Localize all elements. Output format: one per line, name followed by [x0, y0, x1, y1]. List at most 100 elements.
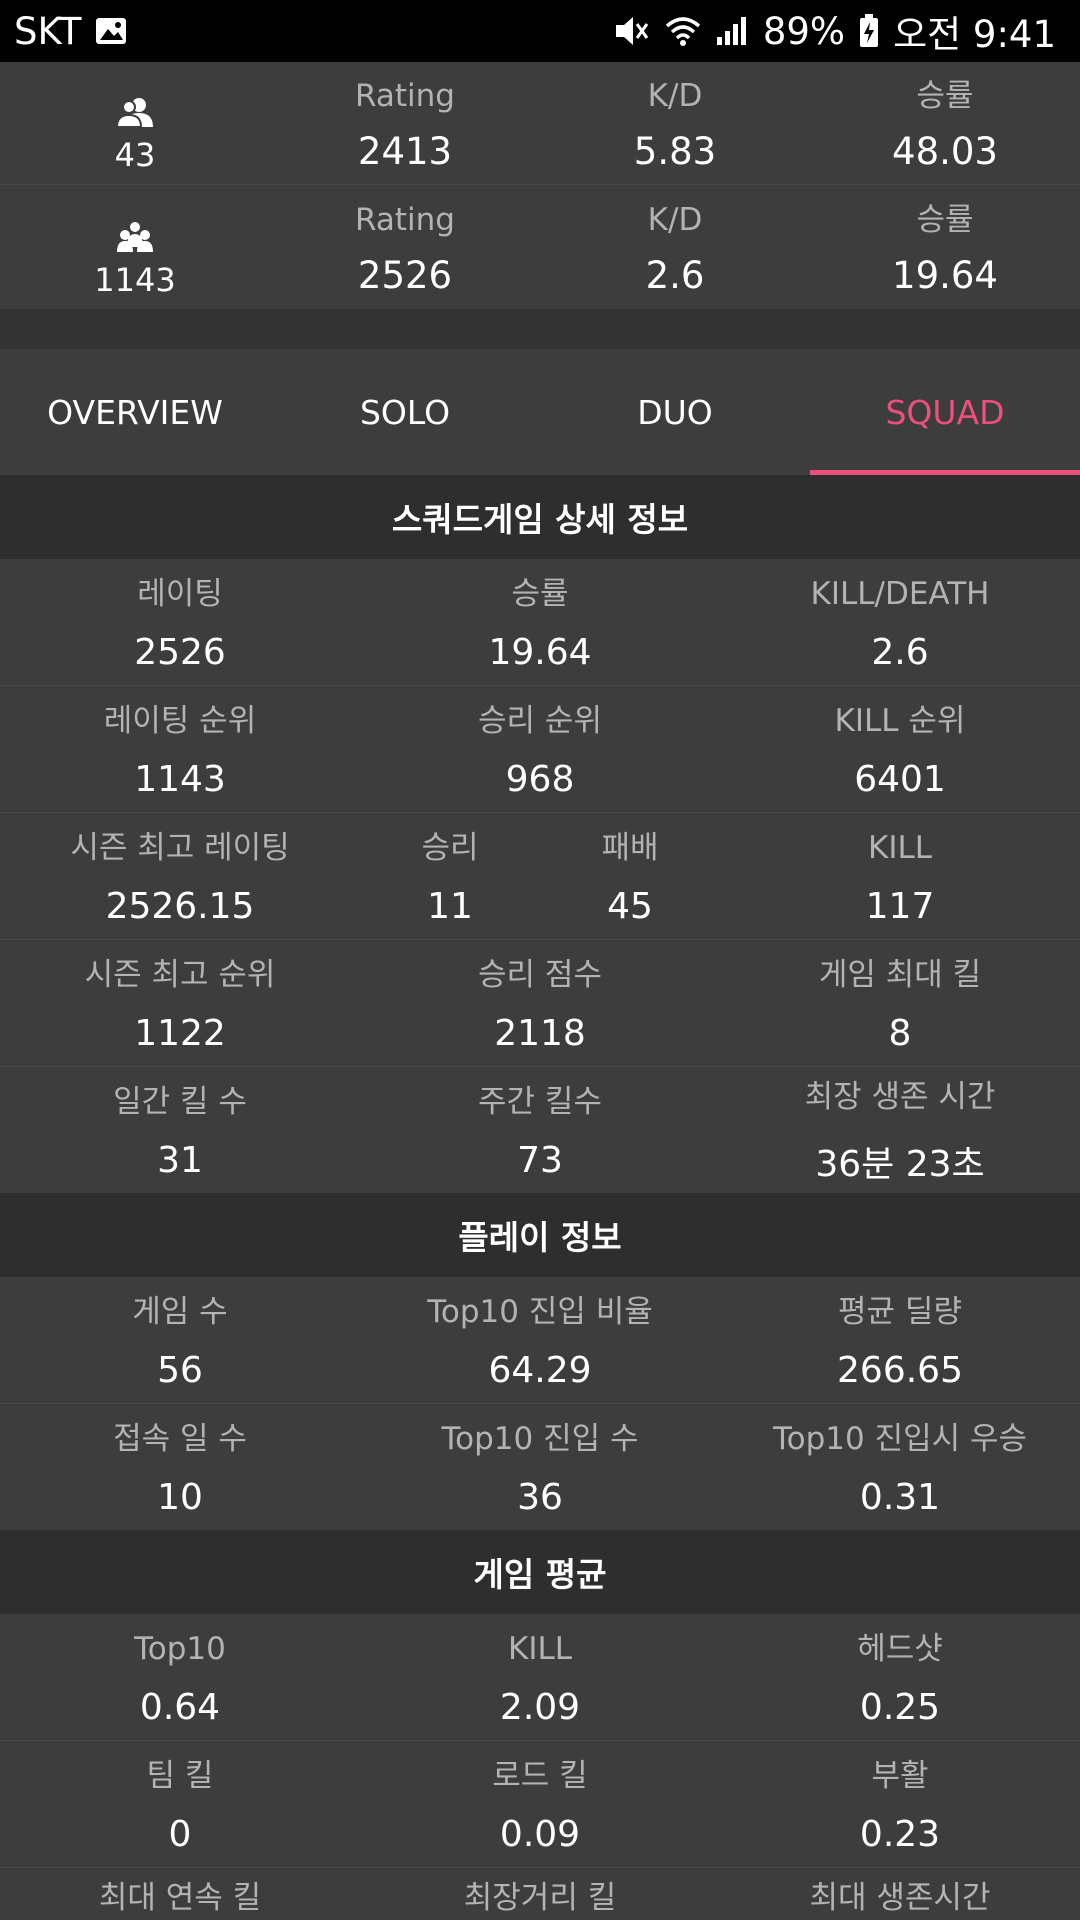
stat-season-best-rating: 시즌 최고 레이팅 2526.15: [0, 813, 360, 939]
stat-value: 45: [607, 885, 653, 927]
stat-label: 승리: [421, 829, 479, 866]
stat-value: 36: [517, 1477, 563, 1518]
stat-label: 최장 생존 시간: [804, 1078, 996, 1115]
stat-label: 일간 킬 수: [113, 1084, 247, 1120]
stat-season-best-rank: 시즌 최고 순위 1122: [0, 940, 360, 1066]
summary-row-squad: 1143 Rating 2526 K/D 2.6 승률 19.64: [0, 185, 1080, 309]
tab-overview[interactable]: OVERVIEW: [47, 392, 223, 432]
stat-avg-kill: KILL 2.09: [360, 1614, 720, 1740]
stat-value: 1122: [134, 1012, 226, 1054]
stat-label: Top10 진입 비율: [427, 1293, 653, 1330]
winrate-cell: 승률 48.03: [810, 62, 1080, 184]
stat-value: 73: [517, 1140, 563, 1181]
stat-avg-revive: 부활 0.23: [720, 1741, 1080, 1867]
kd-label: K/D: [647, 201, 703, 238]
stat-winrate: 승률 19.64: [360, 559, 720, 685]
carrier-label: SKT: [14, 9, 82, 53]
winrate-label: 승률: [916, 201, 974, 238]
stats-row: 레이팅 2526 승률 19.64 KILL/DEATH 2.6: [0, 559, 1080, 686]
squad-icon: [117, 221, 153, 257]
stat-value: 0.25: [859, 1686, 941, 1728]
stat-value: 11: [427, 885, 473, 927]
rating-label: Rating: [355, 201, 455, 238]
rating-label: Rating: [355, 77, 455, 114]
stat-kills: KILL 117: [720, 813, 1080, 939]
stat-value: 2.6: [871, 631, 929, 673]
stat-label: 게임 최대 킬: [818, 956, 982, 993]
wifi-icon: [665, 14, 701, 48]
mute-icon: [613, 13, 651, 49]
battery-charging-icon: [859, 14, 879, 48]
stat-label: KILL 순위: [834, 702, 966, 739]
rating-value: 2526: [357, 253, 453, 297]
stat-kill-rank: KILL 순위 6401: [720, 686, 1080, 812]
stat-label: KILL: [507, 1630, 572, 1667]
rank-number: 43: [114, 136, 156, 174]
stat-label: Top10 진입 수: [441, 1421, 639, 1457]
clock: 오전 9:41: [893, 13, 1056, 56]
stat-label: 주간 킬수: [478, 1084, 602, 1120]
stat-value: 0: [168, 1813, 192, 1855]
stat-label: 접속 일 수: [113, 1421, 247, 1457]
stat-value: 10: [157, 1477, 203, 1518]
stat-label: 시즌 최고 레이팅: [70, 829, 290, 866]
divider-band: [0, 309, 1080, 349]
tab-squad[interactable]: SQUAD: [810, 349, 1080, 475]
stat-longest-survival: 최장 생존 시간 36분 23초: [720, 1067, 1080, 1194]
stat-value: 64.29: [488, 1349, 592, 1391]
stat-value: 968: [505, 758, 575, 800]
tab-solo[interactable]: SOLO: [359, 392, 451, 432]
stat-label: 승리 순위: [478, 702, 602, 739]
stat-losses: 패배 45: [540, 826, 720, 927]
stats-row: 접속 일 수 10 Top10 진입 수 36 Top10 진입시 우승 0.3…: [0, 1404, 1080, 1531]
stat-avg-top10: Top10 0.64: [0, 1614, 360, 1740]
stat-win-rank: 승리 순위 968: [360, 686, 720, 812]
rank-cell: 43: [0, 62, 270, 184]
stat-label: 팀 킬: [146, 1757, 214, 1794]
stat-value: 0.09: [499, 1813, 581, 1855]
stat-label: 로드 킬: [492, 1757, 588, 1794]
stat-value: 0.23: [859, 1813, 941, 1855]
section-header-detail: 스쿼드게임 상세 정보: [0, 475, 1080, 559]
stat-value: 6401: [854, 758, 946, 800]
stat-label: 패배: [601, 829, 659, 866]
stat-label: 최대 생존시간: [809, 1880, 991, 1916]
stat-label: 레이팅: [137, 575, 223, 612]
stat-label: 시즌 최고 순위: [84, 956, 276, 993]
stat-label: 최장거리 킬: [463, 1880, 617, 1916]
section-header-average: 게임 평균: [0, 1530, 1080, 1614]
stat-longest-kill: 최장거리 킬: [360, 1868, 720, 1920]
rank-summary: 43 Rating 2413 K/D 5.83 승률 48.03 1143 Ra…: [0, 62, 1080, 309]
stats-row: 시즌 최고 순위 1122 승리 점수 2118 게임 최대 킬 8: [0, 940, 1080, 1067]
stat-max-kills: 게임 최대 킬 8: [720, 940, 1080, 1066]
stat-top10-ratio: Top10 진입 비율 64.29: [360, 1277, 720, 1403]
stats-row: Top10 0.64 KILL 2.09 헤드샷 0.25: [0, 1614, 1080, 1741]
stats-row: 일간 킬 수 31 주간 킬수 73 최장 생존 시간 36분 23초: [0, 1067, 1080, 1194]
stat-value: 117: [865, 885, 935, 927]
stat-value: 31: [157, 1140, 203, 1181]
tab-duo[interactable]: DUO: [637, 392, 713, 432]
stats-row: 시즌 최고 레이팅 2526.15 승리 11 패배 45 KILL 117: [0, 813, 1080, 940]
stat-avg-road-kill: 로드 킬 0.09: [360, 1741, 720, 1867]
stat-kd: KILL/DEATH 2.6: [720, 559, 1080, 685]
rating-value: 2413: [357, 129, 453, 173]
stat-label: 승리 점수: [478, 956, 602, 993]
stat-avg-damage: 평균 딜량 266.65: [720, 1277, 1080, 1403]
stat-label: 평균 딜량: [838, 1293, 962, 1330]
winrate-value: 48.03: [892, 129, 998, 173]
summary-row-duo: 43 Rating 2413 K/D 5.83 승률 48.03: [0, 62, 1080, 185]
section-header-play: 플레이 정보: [0, 1193, 1080, 1277]
stat-weekly-kills: 주간 킬수 73: [360, 1067, 720, 1194]
stat-days: 접속 일 수 10: [0, 1404, 360, 1531]
image-icon: [95, 17, 127, 45]
stat-value: 0.31: [859, 1477, 941, 1518]
stat-value: 2526: [134, 631, 226, 673]
stats-row-partial: 최대 연속 킬 최장거리 킬 최대 생존시간: [0, 1868, 1080, 1920]
stat-label: 헤드샷: [857, 1630, 943, 1667]
stat-value: 0.64: [139, 1686, 221, 1728]
stat-label: 승률: [511, 575, 569, 612]
winrate-cell: 승률 19.64: [810, 185, 1080, 309]
stats-row: 레이팅 순위 1143 승리 순위 968 KILL 순위 6401: [0, 686, 1080, 813]
stat-label: 레이팅 순위: [103, 702, 257, 739]
signal-icon: [715, 15, 749, 47]
